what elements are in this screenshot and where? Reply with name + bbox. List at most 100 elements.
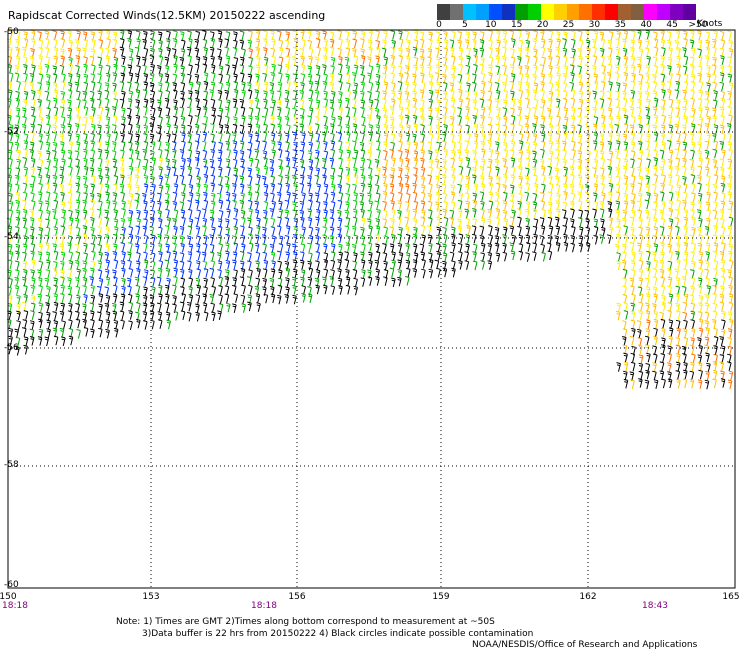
wind-barb xyxy=(698,116,704,127)
wind-barb xyxy=(52,73,58,84)
wind-barb xyxy=(622,209,627,220)
wind-barb xyxy=(195,30,201,41)
wind-barb xyxy=(53,320,59,330)
map-frame xyxy=(7,29,736,589)
wind-barb xyxy=(532,123,537,133)
wind-barb xyxy=(180,97,185,108)
wind-barb xyxy=(164,225,170,235)
wind-barb xyxy=(630,200,636,210)
wind-barb xyxy=(675,361,681,372)
wind-barb xyxy=(398,72,404,83)
wind-barb xyxy=(46,107,51,117)
wind-barb xyxy=(97,148,103,159)
wind-barb xyxy=(480,158,486,169)
wind-barb xyxy=(195,260,201,270)
wind-barb xyxy=(180,39,186,50)
wind-barb xyxy=(271,63,276,74)
wind-barb xyxy=(644,344,650,354)
wind-barb xyxy=(293,116,298,126)
wind-barb xyxy=(255,225,261,235)
wind-barb xyxy=(720,276,726,286)
wind-barb xyxy=(21,327,27,337)
wind-barb xyxy=(292,73,298,83)
wind-barb xyxy=(487,131,493,142)
wind-barb xyxy=(14,328,19,339)
wind-barb xyxy=(465,175,471,186)
wind-barb xyxy=(436,141,441,152)
wind-barb xyxy=(233,174,238,185)
wind-barb xyxy=(488,56,494,67)
wind-barb xyxy=(263,201,269,211)
wind-barb xyxy=(630,80,636,91)
wind-barb xyxy=(173,209,179,220)
wind-barb xyxy=(128,132,133,143)
wind-barb xyxy=(254,97,260,108)
wind-barb xyxy=(547,165,553,176)
wind-barb xyxy=(517,106,523,116)
wind-barb xyxy=(638,234,644,245)
wind-barb xyxy=(14,285,20,295)
wind-barb xyxy=(667,114,673,125)
wind-barb xyxy=(45,259,51,270)
wind-barb xyxy=(721,319,726,330)
wind-barb xyxy=(540,46,546,57)
wind-barb xyxy=(173,311,179,321)
wind-barb xyxy=(16,294,21,305)
wind-barb xyxy=(661,200,666,211)
wind-barb xyxy=(675,157,681,168)
wind-barb xyxy=(15,346,20,356)
wind-barb xyxy=(315,201,321,211)
wind-barb xyxy=(360,157,366,168)
wind-barb xyxy=(150,140,156,151)
wind-barb xyxy=(263,192,269,202)
wind-barb xyxy=(479,124,485,134)
wind-barb xyxy=(525,30,530,41)
wind-barb xyxy=(691,242,696,253)
wind-barb xyxy=(262,38,268,48)
wind-barb xyxy=(23,166,29,177)
wind-barb xyxy=(428,89,434,100)
wind-barb xyxy=(636,320,642,330)
wind-barb xyxy=(518,39,524,50)
wind-barb xyxy=(683,362,688,372)
wind-barb xyxy=(30,38,36,49)
wind-barb xyxy=(555,208,561,218)
wind-barb xyxy=(196,250,201,261)
wind-barb xyxy=(532,38,537,48)
wind-barb xyxy=(561,140,567,151)
wind-barb xyxy=(180,310,186,321)
wind-barb xyxy=(630,39,635,50)
wind-barb xyxy=(631,251,636,262)
wind-barb xyxy=(503,191,508,202)
wind-barb xyxy=(720,285,725,296)
wind-barb xyxy=(727,106,733,116)
wind-barb xyxy=(659,259,665,270)
wind-barb xyxy=(623,234,628,245)
wind-barb xyxy=(638,354,644,365)
wind-barb xyxy=(368,65,374,75)
wind-barb xyxy=(668,191,674,202)
wind-barb xyxy=(172,89,178,100)
wind-barb xyxy=(615,38,620,48)
wind-barb xyxy=(150,260,156,271)
wind-barb xyxy=(269,277,275,288)
wind-barb xyxy=(652,345,657,356)
wind-barb xyxy=(8,141,14,152)
wind-barb xyxy=(390,30,396,40)
wind-barb xyxy=(255,251,261,262)
wind-barb xyxy=(413,56,419,67)
wind-barb xyxy=(300,64,306,74)
wind-barb xyxy=(623,64,628,74)
wind-barb xyxy=(360,235,366,245)
wind-barb xyxy=(203,183,209,194)
wind-barb xyxy=(203,191,208,202)
colorbar-swatch xyxy=(618,4,632,20)
wind-barb xyxy=(442,82,448,92)
wind-barb xyxy=(285,106,291,117)
wind-barb xyxy=(382,200,387,211)
wind-barb xyxy=(262,251,268,262)
wind-barb xyxy=(622,344,628,355)
wind-barb xyxy=(420,124,425,134)
wind-barb xyxy=(383,235,389,245)
wind-barb xyxy=(68,56,73,67)
